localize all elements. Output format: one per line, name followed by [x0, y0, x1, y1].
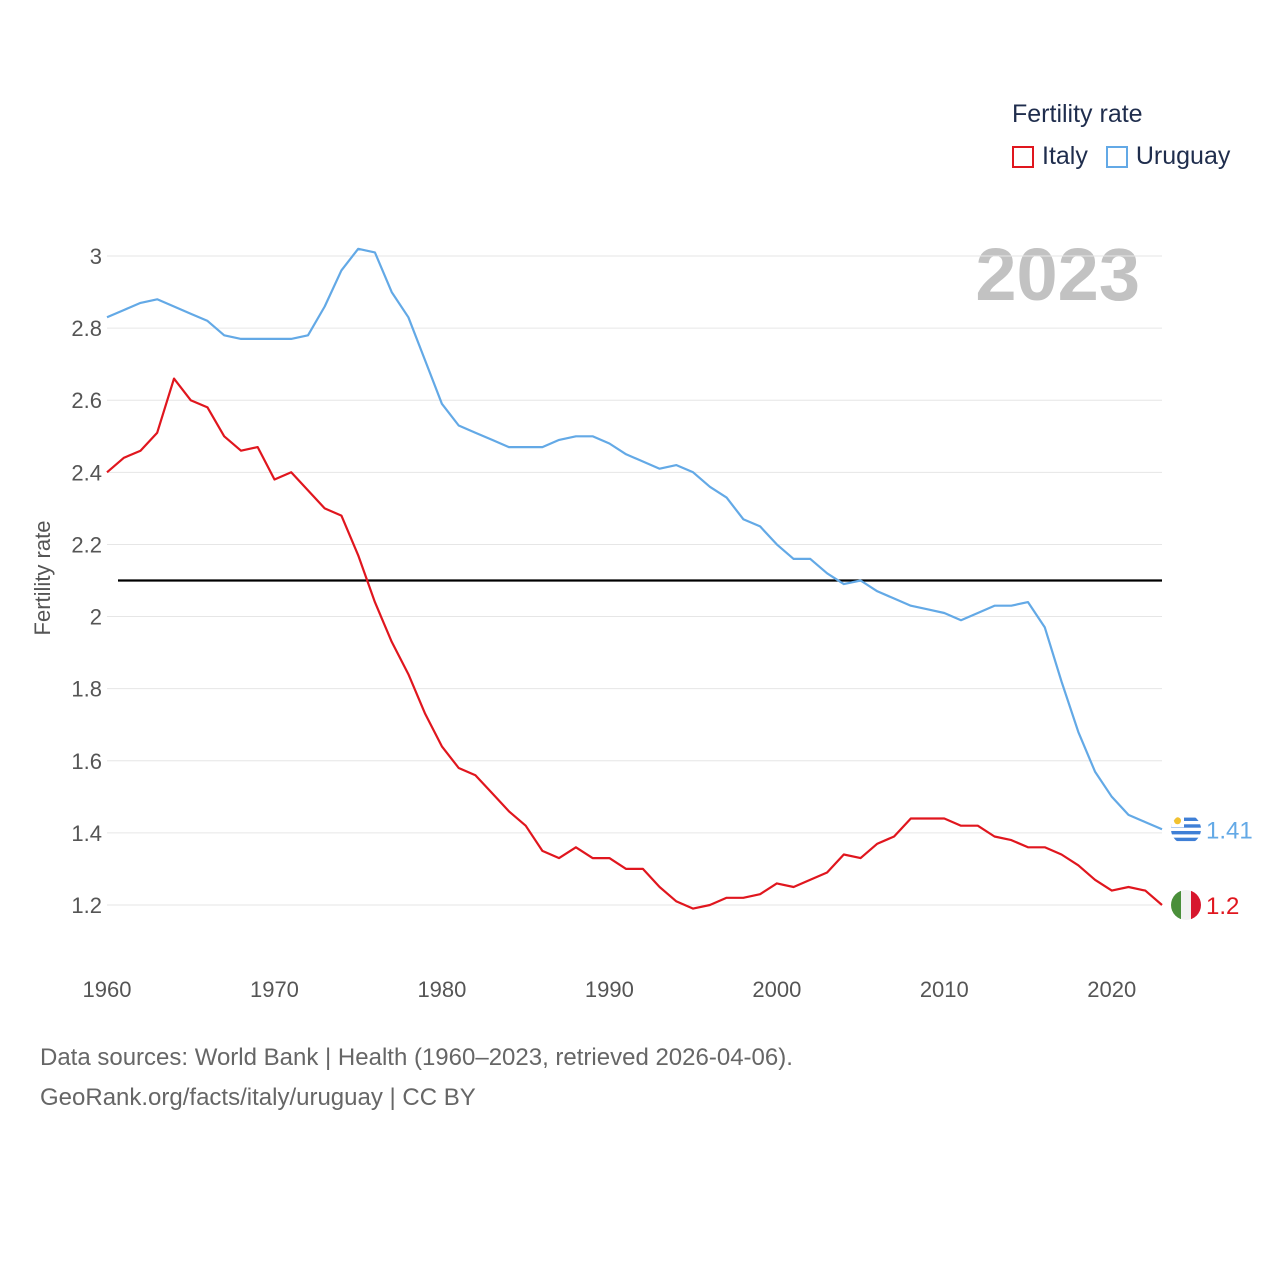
x-tick-label: 2020: [1087, 977, 1136, 1002]
x-tick-label: 1980: [417, 977, 466, 1002]
source-line: Data sources: World Bank | Health (1960–…: [40, 1044, 793, 1071]
end-value-uruguay: 1.41: [1206, 817, 1253, 844]
legend-label-uruguay: Uruguay: [1135, 142, 1231, 170]
legend-swatch-italy: [1012, 145, 1034, 168]
legend-item-italy[interactable]: Italy: [1012, 142, 1088, 171]
flag-italy-icon: [1171, 890, 1201, 920]
y-tick-label: 3: [90, 244, 102, 269]
x-tick-label: 1970: [250, 977, 299, 1002]
x-tick-label: 1990: [585, 977, 634, 1002]
flag-uruguay-icon: [1171, 814, 1201, 845]
legend-swatch-uruguay: [1105, 145, 1128, 168]
series-line-uruguay: [106, 247, 1163, 831]
legend-label-italy: Italy: [1042, 142, 1088, 170]
x-tick-label: 2010: [920, 977, 969, 1002]
legend: Italy Uruguay: [1012, 142, 1248, 171]
y-tick-label: 1.8: [71, 677, 102, 702]
series-line-italy: [106, 377, 1163, 910]
y-tick-label: 2.8: [71, 316, 102, 341]
source-link[interactable]: GeoRank.org/facts/italy/uruguay | CC BY: [40, 1084, 476, 1111]
y-tick-label: 1.6: [71, 749, 102, 774]
y-tick-label: 2.6: [71, 388, 102, 413]
x-tick-label: 1960: [83, 977, 132, 1002]
end-value-italy: 1.2: [1206, 893, 1239, 920]
x-tick-label: 2000: [752, 977, 801, 1002]
y-tick-label: 2.2: [71, 532, 102, 557]
legend-title: Fertility rate: [1012, 100, 1143, 128]
current-year-label: 2023: [975, 233, 1140, 316]
legend-item-uruguay[interactable]: Uruguay: [1105, 142, 1231, 171]
y-tick-label: 1.4: [71, 821, 102, 846]
y-tick-label: 2.4: [71, 460, 102, 485]
y-tick-label: 1.2: [71, 893, 102, 918]
y-tick-label: 2: [90, 605, 102, 630]
